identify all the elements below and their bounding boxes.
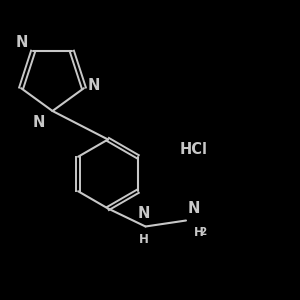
Text: N: N <box>138 206 150 221</box>
Text: 2: 2 <box>200 227 207 237</box>
Text: N: N <box>33 115 45 130</box>
Text: H: H <box>139 233 149 246</box>
Text: HCl: HCl <box>180 142 208 158</box>
Text: N: N <box>88 78 100 93</box>
Text: N: N <box>15 35 28 50</box>
Text: N: N <box>188 201 200 216</box>
Text: H: H <box>194 226 203 239</box>
